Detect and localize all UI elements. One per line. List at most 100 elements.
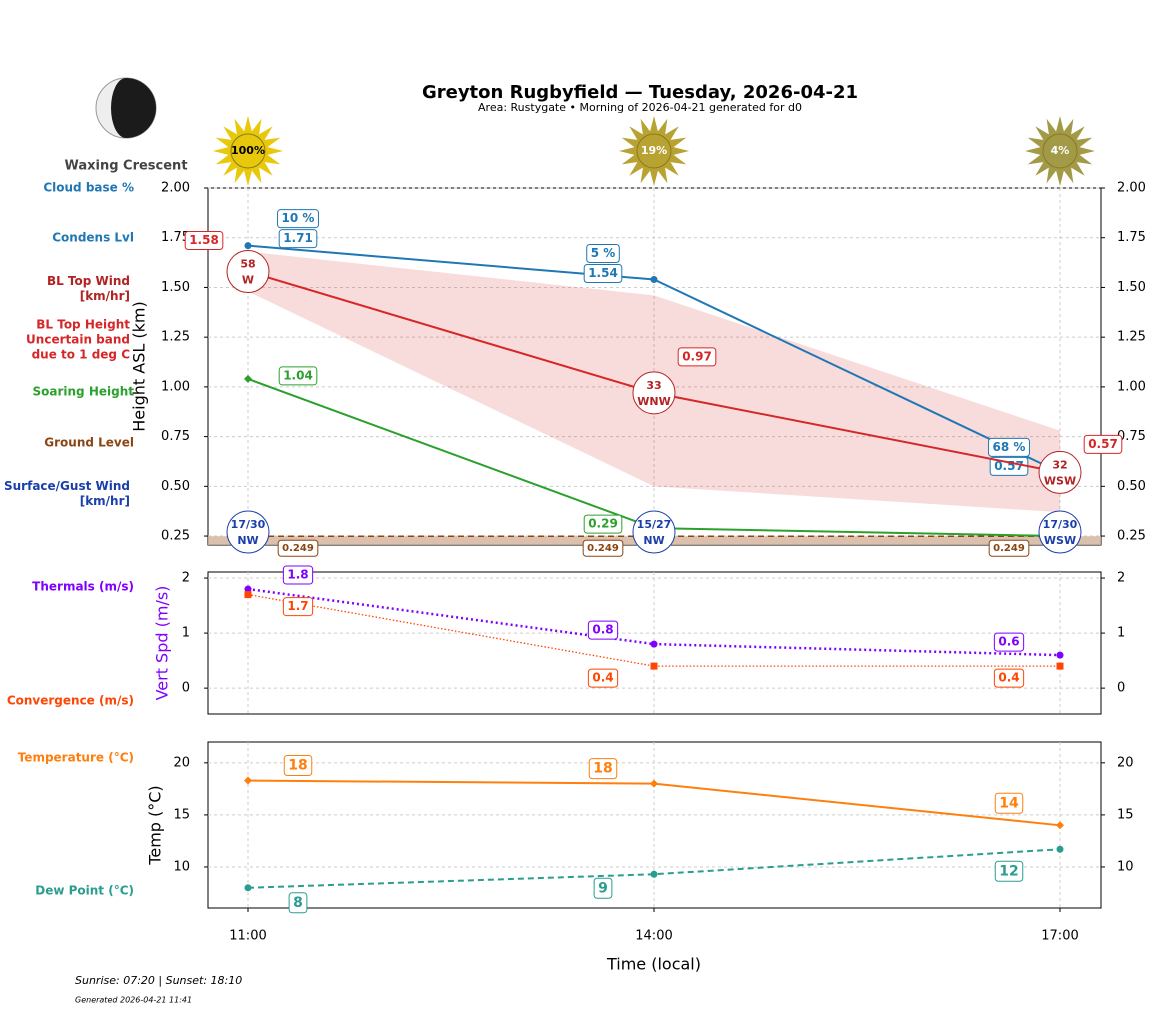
wind-circle — [226, 510, 270, 554]
wind-direction: W — [242, 274, 254, 287]
label-box — [593, 877, 613, 899]
sun-core — [1042, 133, 1078, 169]
y-tick-label: 1.50 — [161, 280, 190, 295]
label-box — [586, 243, 620, 263]
value-label-text: 9 — [598, 880, 608, 896]
marker — [1056, 845, 1064, 853]
wind-circle — [1038, 510, 1082, 554]
chart-title: Greyton Rugbyfield — Tuesday, 2026-04-21 — [422, 82, 858, 103]
value-label-text: 18 — [288, 758, 307, 774]
value-label-text: 0.249 — [993, 543, 1025, 554]
series-label: Dew Point (°C) — [35, 883, 134, 898]
series-line — [247, 848, 1061, 889]
y-tick-label: 1.75 — [161, 230, 190, 245]
value-label-text: 1.71 — [283, 231, 313, 245]
chart-subtitle: Area: Rustygate • Morning of 2026-04-21 … — [478, 101, 802, 114]
y-tick-label: 0 — [182, 681, 190, 696]
value-label: 14 — [994, 792, 1024, 814]
value-label: 0.8 — [587, 620, 619, 640]
series-label: BL Top Wind [km/hr] — [46, 274, 130, 303]
value-label: 0.249 — [582, 539, 624, 557]
label-box — [278, 229, 318, 249]
label-box — [582, 539, 624, 557]
label-box — [283, 755, 313, 777]
series-label: BL Top Height Uncertain band due to 1 de… — [26, 317, 130, 362]
value-label-text: 0.29 — [588, 517, 618, 531]
value-label: 1.54 — [583, 263, 623, 283]
y-tick-label: 0.50 — [1117, 479, 1146, 494]
value-label-text: 1.58 — [189, 233, 219, 247]
y-tick-label: 2 — [1117, 571, 1125, 586]
y-tick-label: 1.75 — [1117, 230, 1146, 245]
value-label-text: 0.57 — [994, 459, 1024, 473]
y-tick-label: 0.75 — [161, 429, 190, 444]
y-axis-label: Vert Spd (m/s) — [153, 586, 172, 701]
sun-label: 100% — [231, 144, 265, 157]
value-label: 5 % — [586, 243, 620, 263]
value-label-text: 1.7 — [287, 599, 308, 613]
wind-circle — [1038, 450, 1082, 494]
sun-core — [636, 133, 672, 169]
series-label: Cloud base % — [43, 180, 134, 195]
value-label-text: 8 — [293, 895, 303, 911]
series-label: Thermals (m/s) — [32, 579, 134, 594]
x-tick-label: 14:00 — [635, 929, 672, 944]
y-tick-label: 15 — [1117, 807, 1134, 822]
label-box — [993, 632, 1025, 652]
sun-core — [230, 133, 266, 169]
wind-speed: 58 — [240, 258, 255, 271]
marker — [1056, 651, 1064, 659]
marker — [244, 242, 252, 250]
value-label-text: 18 — [593, 761, 612, 777]
label-box — [583, 263, 623, 283]
label-box — [588, 758, 618, 780]
value-label-text: 10 % — [282, 211, 315, 225]
value-label: 0.57 — [989, 456, 1029, 476]
value-label: 0.249 — [277, 539, 319, 557]
y-tick-label: 0.50 — [161, 479, 190, 494]
marker — [1056, 662, 1064, 670]
label-box — [988, 539, 1030, 557]
generated: Generated 2026-04-21 11:41 — [75, 996, 192, 1005]
label-box — [277, 539, 319, 557]
value-label-text: 0.4 — [592, 671, 613, 685]
label-box — [1083, 434, 1123, 454]
x-tick-label: 11:00 — [229, 929, 266, 944]
value-label: 1.8 — [282, 565, 314, 585]
value-label-text: 0.8 — [592, 623, 613, 637]
y-tick-label: 10 — [1117, 859, 1134, 874]
label-box — [677, 347, 717, 367]
marker — [244, 374, 252, 383]
y-axis-label: Height ASL (km) — [130, 301, 149, 431]
value-label-text: 1.8 — [287, 568, 308, 582]
marker — [650, 640, 658, 648]
y-tick-label: 1.00 — [161, 379, 190, 394]
y-axis-label: Temp (°C) — [146, 785, 165, 865]
value-label-text: 1.04 — [283, 368, 313, 382]
marker — [1056, 821, 1064, 830]
value-label-text: 14 — [999, 795, 1019, 811]
marker — [650, 779, 658, 788]
moon-phase: Waxing Crescent — [64, 159, 187, 174]
value-label: 0.97 — [677, 347, 717, 367]
value-label-text: 5 % — [591, 246, 616, 260]
label-box — [994, 860, 1024, 882]
label-box — [583, 514, 623, 534]
marker — [650, 870, 658, 878]
marker — [244, 776, 252, 785]
label-box — [277, 209, 319, 229]
series-label: Convergence (m/s) — [6, 693, 134, 708]
y-tick-label: 2.00 — [1117, 181, 1146, 196]
y-tick-label: 0.25 — [161, 529, 190, 544]
value-label: 0.6 — [993, 632, 1025, 652]
y-tick-label: 2 — [182, 571, 190, 586]
value-label-text: 68 % — [993, 440, 1026, 454]
value-label-text: 1.54 — [588, 266, 618, 280]
marker — [244, 585, 252, 593]
value-label: 1.04 — [278, 366, 318, 386]
label-box — [288, 892, 308, 914]
value-label: 0.4 — [587, 668, 619, 688]
x-axis-label: Time (local) — [606, 955, 701, 974]
